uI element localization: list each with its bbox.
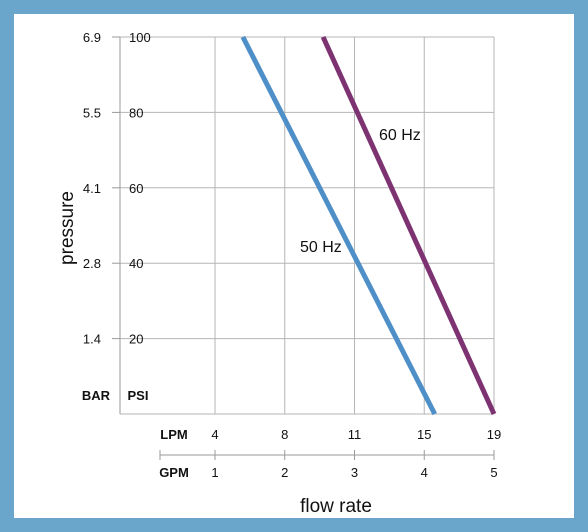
x-tick-label-gpm: 3 xyxy=(351,465,358,480)
x-axis-title: flow rate xyxy=(300,496,372,517)
x-tick-label-gpm: 2 xyxy=(281,465,288,480)
series-label-60-hz: 60 Hz xyxy=(379,127,421,144)
x-tick-label-lpm: 15 xyxy=(417,427,431,442)
y-tick-label-psi: 60 xyxy=(129,181,143,196)
axes xyxy=(112,36,495,460)
tick-labels: 20 1.4 40 2.8 60 4.1 80 5.5 100 6.9 4 1 8 2 11 3 15 4 19 5 5… xyxy=(83,30,501,480)
y-tick-label-bar: 4.1 xyxy=(83,181,101,196)
series-lines xyxy=(240,35,497,416)
x-unit-lpm-label: LPM xyxy=(160,427,187,442)
y-tick-label-bar: 2.8 xyxy=(83,256,101,271)
y-tick-label-bar: 1.4 xyxy=(83,332,101,347)
grid xyxy=(120,36,495,415)
y-tick-label-bar: 5.5 xyxy=(83,105,101,120)
y-unit-bar-label: BAR xyxy=(82,388,111,403)
y-axis-title: pressure xyxy=(57,191,78,265)
series-line-50-hz xyxy=(240,35,437,416)
y-tick-label-psi: 20 xyxy=(129,332,143,347)
series-label-50-hz: 50 Hz xyxy=(300,239,342,256)
x-unit-gpm-label: GPM xyxy=(159,465,189,480)
series-line-60-hz xyxy=(320,35,497,416)
y-tick-label-psi: 40 xyxy=(129,256,143,271)
y-unit-psi-label: PSI xyxy=(128,388,149,403)
x-tick-label-gpm: 1 xyxy=(211,465,218,480)
x-tick-label-lpm: 8 xyxy=(281,427,288,442)
x-tick-label-lpm: 11 xyxy=(348,427,362,442)
x-tick-label-gpm: 4 xyxy=(421,465,428,480)
y-tick-label-bar: 6.9 xyxy=(83,30,101,45)
x-tick-label-gpm: 5 xyxy=(490,465,497,480)
y-tick-label-psi: 80 xyxy=(129,105,143,120)
x-tick-label-lpm: 4 xyxy=(211,427,218,442)
y-tick-label-psi: 100 xyxy=(129,30,151,45)
x-tick-label-lpm: 19 xyxy=(487,427,501,442)
